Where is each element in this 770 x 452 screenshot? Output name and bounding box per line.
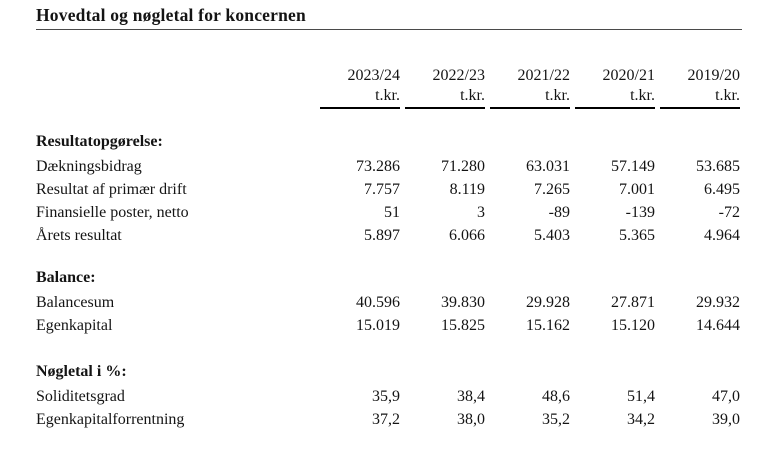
row-label: Soliditetsgrad: [36, 388, 125, 406]
table-row: Egenkapitalforrentning 37,2 38,0 35,2 34…: [36, 406, 740, 429]
row-label: Resultat af primær drift: [36, 181, 187, 199]
unit-column-header: t.kr.: [660, 87, 740, 109]
value-cell: 8.119: [449, 181, 485, 199]
value-cell: 35,9: [372, 388, 400, 406]
table-row: Balancesum 40.596 39.830 29.928 27.871 2…: [36, 289, 740, 312]
value-cell: 53.685: [696, 158, 740, 176]
value-cell: 38,0: [457, 411, 485, 429]
value-cell: 39.830: [441, 294, 485, 312]
value-cell: 37,2: [372, 411, 400, 429]
empty-header-cell: [36, 85, 315, 109]
value-cell: 27.871: [611, 294, 655, 312]
value-cell: 7.757: [364, 181, 400, 199]
row-label: Årets resultat: [36, 227, 122, 245]
table-row: Dækningsbidrag 73.286 71.280 63.031 57.1…: [36, 153, 740, 176]
value-cell: 3: [477, 204, 485, 222]
year-column-header: 2023/24: [347, 67, 400, 85]
section-heading: Balance:: [36, 269, 96, 287]
value-cell: 29.932: [696, 294, 740, 312]
section-heading-row: Nøgletal i %:: [36, 335, 740, 383]
table-row: Resultat af primær drift 7.757 8.119 7.2…: [36, 176, 740, 199]
section-heading: Resultatopgørelse:: [36, 133, 163, 151]
value-cell: 6.495: [704, 181, 740, 199]
unit-column-header: t.kr.: [490, 87, 570, 109]
year-column-header: 2021/22: [517, 67, 570, 85]
value-cell: 6.066: [449, 227, 485, 245]
year-column-header: 2019/20: [687, 67, 740, 85]
unit-column-header: t.kr.: [575, 87, 655, 109]
page-title: Hovedtal og nøgletal for koncernen: [36, 5, 742, 30]
value-cell: 14.644: [696, 317, 740, 335]
section-heading: Nøgletal i %:: [36, 363, 127, 381]
section-heading-row: Balance:: [36, 245, 740, 289]
value-cell: 15.120: [611, 317, 655, 335]
value-cell: 15.162: [526, 317, 570, 335]
row-label: Finansielle poster, netto: [36, 204, 189, 222]
row-label: Egenkapital: [36, 317, 113, 335]
section-heading-row: Resultatopgørelse:: [36, 109, 740, 153]
table-row: Årets resultat 5.897 6.066 5.403 5.365 4…: [36, 222, 740, 245]
row-label: Egenkapitalforrentning: [36, 411, 185, 429]
value-cell: 39,0: [712, 411, 740, 429]
key-figures-table: 2023/24 2022/23 2021/22 2020/21 2019/20 …: [36, 62, 740, 429]
value-cell: 5.897: [364, 227, 400, 245]
year-column-header: 2022/23: [432, 67, 485, 85]
value-cell: 51,4: [627, 388, 655, 406]
value-cell: 5.365: [619, 227, 655, 245]
unit-header-row: t.kr. t.kr. t.kr. t.kr. t.kr.: [36, 85, 740, 109]
year-header-row: 2023/24 2022/23 2021/22 2020/21 2019/20: [36, 62, 740, 85]
value-cell: 40.596: [356, 294, 400, 312]
table-row: Finansielle poster, netto 51 3 -89 -139 …: [36, 199, 740, 222]
value-cell: 51: [384, 204, 400, 222]
unit-column-header: t.kr.: [405, 87, 485, 109]
year-column-header: 2020/21: [602, 67, 655, 85]
value-cell: 47,0: [712, 388, 740, 406]
value-cell: 15.019: [356, 317, 400, 335]
value-cell: 71.280: [441, 158, 485, 176]
value-cell: 34,2: [627, 411, 655, 429]
unit-column-header: t.kr.: [320, 87, 400, 109]
value-cell: 15.825: [441, 317, 485, 335]
value-cell: 48,6: [542, 388, 570, 406]
value-cell: -139: [625, 204, 655, 222]
value-cell: 7.265: [534, 181, 570, 199]
row-label: Dækningsbidrag: [36, 158, 142, 176]
table-row: Egenkapital 15.019 15.825 15.162 15.120 …: [36, 312, 740, 335]
value-cell: 38,4: [457, 388, 485, 406]
row-label: Balancesum: [36, 294, 115, 312]
value-cell: 73.286: [356, 158, 400, 176]
value-cell: 7.001: [619, 181, 655, 199]
value-cell: 57.149: [611, 158, 655, 176]
value-cell: 63.031: [526, 158, 570, 176]
value-cell: -89: [548, 204, 570, 222]
value-cell: 5.403: [534, 227, 570, 245]
value-cell: -72: [718, 204, 740, 222]
value-cell: 4.964: [704, 227, 740, 245]
empty-header-cell: [36, 62, 315, 85]
value-cell: 29.928: [526, 294, 570, 312]
value-cell: 35,2: [542, 411, 570, 429]
table-row: Soliditetsgrad 35,9 38,4 48,6 51,4 47,0: [36, 383, 740, 406]
